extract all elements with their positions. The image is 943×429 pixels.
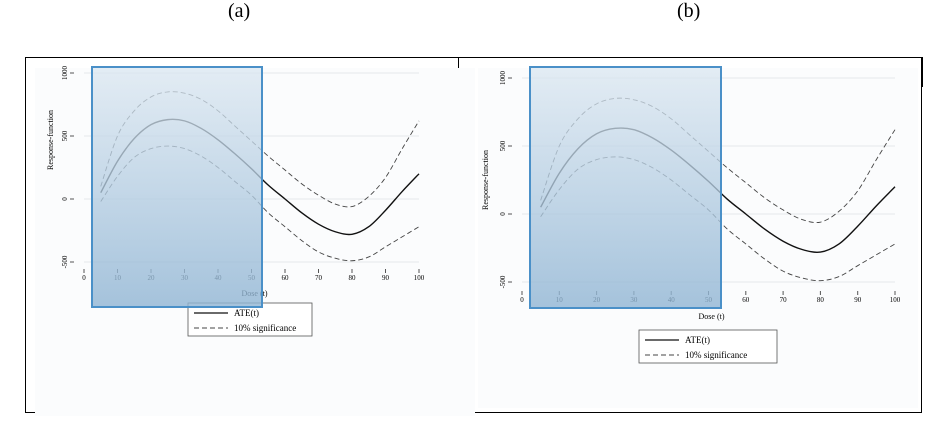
y-tick-label: 0 <box>61 197 69 201</box>
highlight-region-a <box>91 66 263 308</box>
panel-label-b: (b) <box>677 0 701 22</box>
x-tick-label: 100 <box>414 274 425 282</box>
x-tick-label: 0 <box>82 274 86 282</box>
x-tick-label: 80 <box>349 274 357 282</box>
y-tick-label: 1000 <box>61 66 69 81</box>
x-tick-label: 70 <box>315 274 323 282</box>
frame-edge-mark <box>921 57 923 87</box>
y-tick-label: 500 <box>61 130 69 141</box>
y-axis-title: Response-function <box>46 110 55 170</box>
legend-box <box>187 302 313 337</box>
legend-significance-label: 10% significance <box>234 323 296 333</box>
x-tick-label: 90 <box>382 274 390 282</box>
legend-ate-label: ATE(t) <box>234 308 259 318</box>
y-tick-label: -500 <box>61 255 69 268</box>
panel-label-a: (a) <box>228 0 251 22</box>
x-tick-label: 60 <box>282 274 290 282</box>
